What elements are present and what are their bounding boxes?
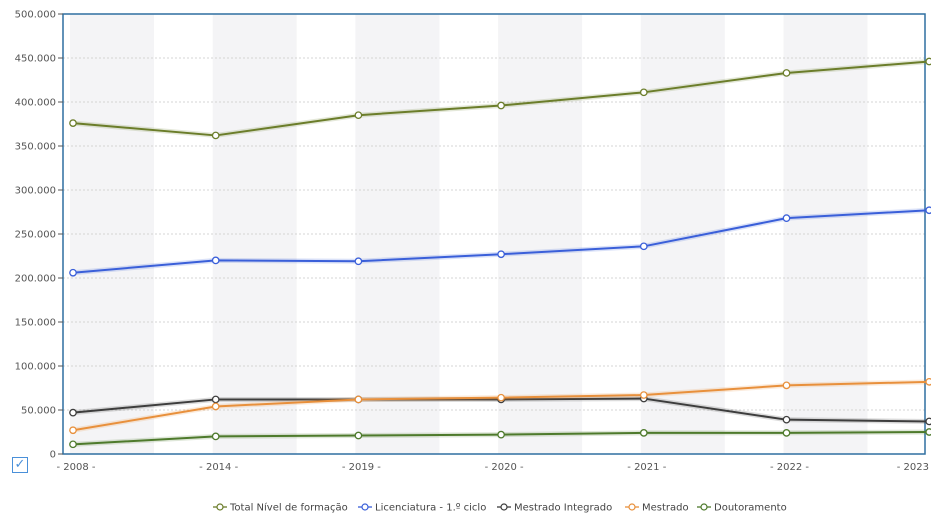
series-licenciatura-1-ciclo (69, 206, 931, 277)
select-all-checkbox[interactable]: ✓ (12, 457, 28, 473)
data-point (497, 393, 505, 402)
legend-item[interactable]: Mestrado Integrado (497, 503, 612, 514)
data-point (354, 257, 363, 266)
y-tick-label: 250.000 (15, 230, 56, 241)
plot-band (783, 14, 868, 454)
data-point (69, 268, 77, 277)
data-point (782, 214, 791, 223)
legend-marker (500, 503, 508, 511)
data-point (69, 119, 77, 127)
legend-item[interactable]: Doutoramento (697, 503, 787, 514)
y-tick-label: 400.000 (15, 98, 56, 109)
legend-marker (700, 503, 708, 511)
series-total-n-vel-de-forma-o (69, 57, 931, 140)
y-tick-label: 50.000 (21, 406, 56, 417)
data-point (69, 426, 77, 435)
data-point (354, 431, 363, 440)
legend-label: Doutoramento (714, 503, 787, 514)
data-point (925, 428, 931, 436)
x-tick-label: - 2023 (897, 462, 929, 473)
legend: Total Nível de formação Licenciatura - 1.… (213, 502, 787, 514)
data-point (925, 206, 931, 215)
legend-label: Mestrado Integrado (514, 503, 612, 514)
data-point (69, 440, 77, 449)
y-tick-label: 0 (50, 450, 56, 461)
data-point (354, 111, 363, 120)
series-doutoramento (69, 428, 931, 449)
x-tick-label: - 2019 - (342, 462, 381, 473)
data-point (925, 417, 931, 426)
data-point (211, 432, 220, 441)
y-tick-label: 450.000 (15, 54, 56, 65)
data-point (925, 377, 931, 386)
data-point (782, 381, 791, 390)
data-point (497, 250, 505, 259)
plot-bands (70, 14, 868, 454)
data-point (69, 408, 77, 417)
series-layer (69, 57, 931, 449)
data-point (639, 391, 648, 399)
data-point (211, 402, 220, 411)
data-point (782, 415, 791, 424)
data-point (639, 242, 648, 251)
legend-item[interactable]: Licenciatura - 1.º ciclo (358, 503, 486, 514)
data-point (925, 57, 931, 66)
legend-marker (628, 503, 636, 511)
legend-item[interactable]: Total Nível de formação (213, 502, 348, 514)
y-axis: 0 50.000 100.000 150.000 200.000 250.000 300.0… (15, 10, 63, 461)
y-tick-label: 100.000 (15, 362, 56, 373)
data-point (639, 429, 648, 437)
y-tick-label: 300.000 (15, 186, 56, 197)
legend-label: Mestrado (642, 503, 689, 514)
legend-label: Licenciatura - 1.º ciclo (375, 503, 486, 514)
data-point (782, 69, 791, 77)
data-point (497, 430, 505, 439)
legend-label: Total Nível de formação (229, 502, 348, 514)
plot-band (212, 14, 297, 454)
x-tick-label: - 2021 - (627, 462, 666, 473)
x-tick-label: - 2020 - (485, 462, 524, 473)
x-tick-label: - 2022 - (770, 462, 809, 473)
data-point (782, 429, 791, 437)
y-tick-label: 150.000 (15, 318, 56, 329)
x-axis: - 2008 - - 2014 - - 2019 - - 2020 - - 2021 -… (56, 462, 929, 473)
legend-marker (216, 503, 224, 511)
plot-band (355, 14, 440, 454)
y-tick-label: 350.000 (15, 142, 56, 153)
series-mestrado (69, 377, 931, 435)
y-tick-label: 500.000 (15, 10, 56, 21)
x-tick-label: - 2014 - (199, 462, 238, 473)
legend-marker (361, 503, 369, 511)
data-point (639, 88, 648, 97)
data-point (211, 256, 220, 265)
data-point (497, 101, 505, 110)
data-point (354, 395, 363, 404)
data-point (211, 395, 220, 404)
legend-item[interactable]: Mestrado (625, 503, 689, 514)
x-tick-label: - 2008 - (56, 462, 95, 473)
y-tick-label: 200.000 (15, 274, 56, 285)
data-point (211, 131, 220, 140)
